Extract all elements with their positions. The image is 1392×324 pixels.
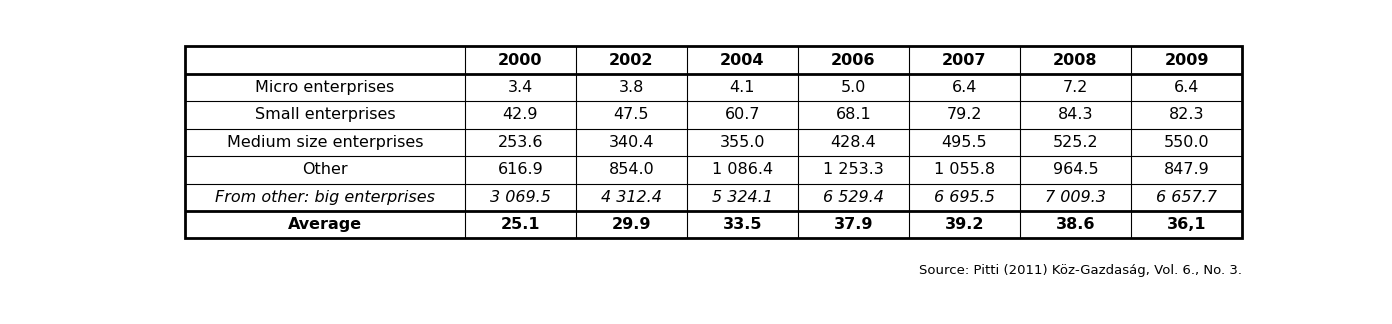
Text: 84.3: 84.3 bbox=[1058, 108, 1093, 122]
Text: 854.0: 854.0 bbox=[608, 162, 654, 177]
Text: 550.0: 550.0 bbox=[1164, 135, 1210, 150]
Text: 82.3: 82.3 bbox=[1169, 108, 1204, 122]
Text: 6 529.4: 6 529.4 bbox=[823, 190, 884, 205]
Text: 79.2: 79.2 bbox=[947, 108, 983, 122]
Text: 36,1: 36,1 bbox=[1166, 217, 1207, 232]
Text: Average: Average bbox=[288, 217, 362, 232]
Text: 964.5: 964.5 bbox=[1052, 162, 1098, 177]
Text: 1 253.3: 1 253.3 bbox=[823, 162, 884, 177]
Text: 616.9: 616.9 bbox=[497, 162, 543, 177]
Text: 1 055.8: 1 055.8 bbox=[934, 162, 995, 177]
Text: 29.9: 29.9 bbox=[611, 217, 651, 232]
Text: 847.9: 847.9 bbox=[1164, 162, 1210, 177]
Text: 2009: 2009 bbox=[1164, 52, 1208, 68]
Text: 7.2: 7.2 bbox=[1063, 80, 1089, 95]
Text: 39.2: 39.2 bbox=[945, 217, 984, 232]
Text: 3 069.5: 3 069.5 bbox=[490, 190, 551, 205]
Text: 3.4: 3.4 bbox=[508, 80, 533, 95]
Text: 253.6: 253.6 bbox=[498, 135, 543, 150]
Text: 495.5: 495.5 bbox=[941, 135, 987, 150]
Text: 2002: 2002 bbox=[610, 52, 654, 68]
Text: 33.5: 33.5 bbox=[722, 217, 763, 232]
Text: 6 657.7: 6 657.7 bbox=[1157, 190, 1217, 205]
Text: 6 695.5: 6 695.5 bbox=[934, 190, 995, 205]
Text: 340.4: 340.4 bbox=[608, 135, 654, 150]
Text: 25.1: 25.1 bbox=[501, 217, 540, 232]
Text: 4.1: 4.1 bbox=[729, 80, 756, 95]
Text: 5 324.1: 5 324.1 bbox=[713, 190, 773, 205]
Text: Medium size enterprises: Medium size enterprises bbox=[227, 135, 423, 150]
Text: Other: Other bbox=[302, 162, 348, 177]
Text: 525.2: 525.2 bbox=[1052, 135, 1098, 150]
Text: 428.4: 428.4 bbox=[831, 135, 877, 150]
Text: 42.9: 42.9 bbox=[503, 108, 539, 122]
Text: 38.6: 38.6 bbox=[1055, 217, 1096, 232]
Text: 2008: 2008 bbox=[1054, 52, 1098, 68]
Text: 37.9: 37.9 bbox=[834, 217, 873, 232]
Text: 4 312.4: 4 312.4 bbox=[601, 190, 663, 205]
Text: 2000: 2000 bbox=[498, 52, 543, 68]
Text: 6.4: 6.4 bbox=[1173, 80, 1199, 95]
Text: 60.7: 60.7 bbox=[725, 108, 760, 122]
Text: 68.1: 68.1 bbox=[835, 108, 871, 122]
Text: 355.0: 355.0 bbox=[720, 135, 766, 150]
Text: 3.8: 3.8 bbox=[619, 80, 644, 95]
Text: 7 009.3: 7 009.3 bbox=[1045, 190, 1105, 205]
Text: 2004: 2004 bbox=[720, 52, 764, 68]
Text: 2006: 2006 bbox=[831, 52, 876, 68]
Text: Micro enterprises: Micro enterprises bbox=[255, 80, 394, 95]
Text: 6.4: 6.4 bbox=[952, 80, 977, 95]
Text: From other: big enterprises: From other: big enterprises bbox=[214, 190, 434, 205]
Text: Source: Pitti (2011) Köz-Gazdaság, Vol. 6., No. 3.: Source: Pitti (2011) Köz-Gazdaság, Vol. … bbox=[919, 264, 1242, 277]
Text: 1 086.4: 1 086.4 bbox=[711, 162, 773, 177]
Text: 2007: 2007 bbox=[942, 52, 987, 68]
Text: 47.5: 47.5 bbox=[614, 108, 649, 122]
Bar bbox=[185, 46, 1242, 238]
Text: 5.0: 5.0 bbox=[841, 80, 866, 95]
Text: Small enterprises: Small enterprises bbox=[255, 108, 395, 122]
